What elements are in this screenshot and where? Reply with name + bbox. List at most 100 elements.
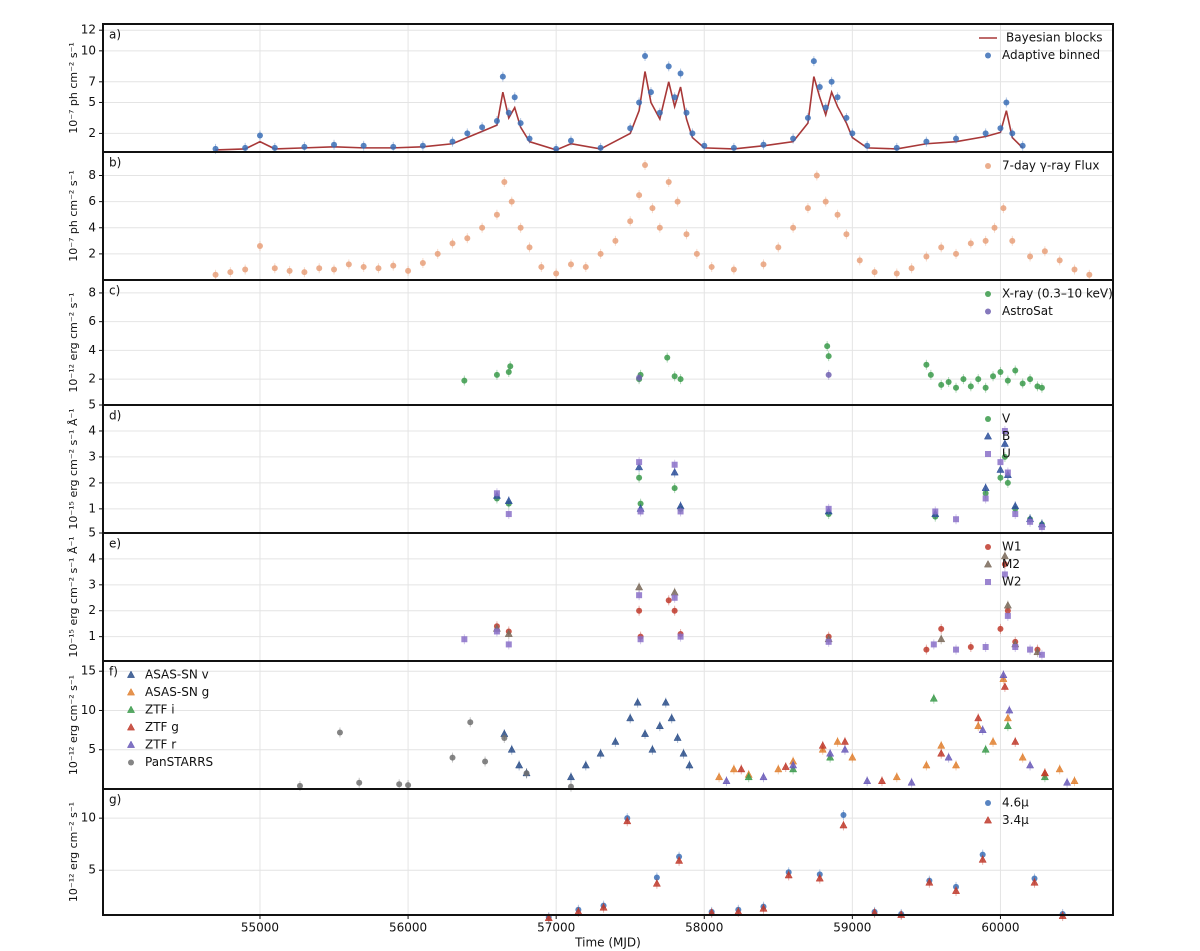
- data-point: [649, 205, 656, 212]
- data-point: [1086, 271, 1093, 278]
- legend-label: Adaptive binned: [1002, 48, 1100, 62]
- legend-marker: [985, 416, 991, 422]
- data-point: [997, 625, 1004, 632]
- data-point: [505, 109, 512, 116]
- data-point: [683, 231, 690, 238]
- data-point: [511, 94, 518, 101]
- legend-marker: [985, 451, 991, 457]
- data-point: [1030, 878, 1039, 886]
- data-point: [967, 644, 974, 651]
- legend-label: 3.4μ: [1002, 813, 1029, 827]
- data-point: [937, 634, 946, 643]
- data-point: [730, 144, 737, 151]
- data-point: [759, 772, 768, 781]
- data-point: [815, 874, 824, 882]
- y-tick-label: 2: [88, 372, 96, 386]
- data-point: [744, 772, 753, 781]
- panel-frame: [102, 788, 1114, 916]
- x-tick-label: 55000: [241, 921, 279, 935]
- legend-label: ASAS-SN v: [145, 668, 209, 682]
- data-point: [685, 760, 694, 769]
- data-point: [1004, 377, 1011, 384]
- y-tick-label: 8: [88, 168, 96, 182]
- data-point: [567, 137, 574, 144]
- legend-marker: [985, 308, 991, 315]
- data-point: [227, 269, 234, 276]
- data-point: [804, 114, 811, 121]
- data-point: [937, 749, 946, 757]
- data-point: [636, 99, 643, 106]
- y-tick-label: 10: [81, 703, 96, 717]
- data-point: [760, 261, 767, 268]
- data-point: [1018, 753, 1027, 761]
- data-point: [1003, 601, 1012, 609]
- data-point: [627, 125, 634, 132]
- data-point: [665, 179, 672, 186]
- data-point: [1012, 511, 1019, 518]
- data-point: [975, 376, 982, 383]
- data-point: [611, 737, 620, 745]
- data-point: [997, 368, 1004, 375]
- data-point: [673, 733, 682, 741]
- data-point: [670, 467, 679, 476]
- data-point: [641, 729, 650, 737]
- data-point: [1000, 205, 1007, 212]
- data-point: [923, 646, 930, 653]
- data-point: [1071, 266, 1078, 273]
- data-point: [834, 94, 841, 101]
- data-point: [1009, 237, 1016, 244]
- data-point: [929, 694, 938, 702]
- data-point: [636, 607, 643, 614]
- data-point: [693, 250, 700, 257]
- data-point: [301, 269, 308, 276]
- data-point: [818, 741, 827, 749]
- data-point: [507, 745, 516, 753]
- data-point: [286, 267, 293, 274]
- y-tick-label: 12: [81, 23, 96, 37]
- data-point: [834, 211, 841, 218]
- data-point: [331, 266, 338, 273]
- y-tick-label: 10: [81, 43, 96, 57]
- legend-label: Bayesian blocks: [1006, 31, 1103, 45]
- data-point: [893, 144, 900, 151]
- data-point: [907, 778, 916, 786]
- data-point: [1001, 453, 1008, 460]
- data-point: [843, 114, 850, 121]
- data-point: [581, 760, 590, 769]
- y-tick-label: 5: [88, 398, 96, 412]
- data-point: [760, 141, 767, 148]
- data-point: [508, 198, 515, 205]
- data-point: [653, 874, 660, 881]
- panel-label: g): [109, 793, 121, 807]
- data-point: [784, 870, 793, 879]
- data-point: [461, 636, 468, 643]
- y-axis-label: 10⁻¹² erg cm⁻² s⁻¹: [67, 292, 80, 392]
- y-tick-label: 1: [88, 501, 96, 515]
- data-point: [822, 198, 829, 205]
- data-point: [656, 109, 663, 116]
- data-point: [804, 205, 811, 212]
- data-point: [667, 713, 676, 722]
- data-point: [390, 262, 397, 269]
- data-point: [675, 856, 684, 864]
- data-point: [464, 130, 471, 137]
- legend-label: ZTF r: [145, 738, 176, 752]
- legend-marker: [126, 687, 136, 696]
- panel-label: a): [109, 28, 121, 42]
- data-point: [515, 760, 524, 769]
- data-point: [434, 250, 441, 257]
- data-point: [526, 244, 533, 251]
- data-point: [923, 361, 930, 368]
- data-point: [242, 266, 249, 273]
- data-point: [840, 745, 849, 753]
- data-point: [538, 263, 545, 270]
- data-point: [974, 721, 983, 730]
- data-point: [1041, 248, 1048, 255]
- data-point: [945, 379, 952, 386]
- data-point: [1027, 518, 1034, 525]
- data-point: [1040, 768, 1049, 777]
- data-point: [979, 851, 986, 858]
- data-point: [856, 257, 863, 264]
- legend-marker: [983, 431, 993, 440]
- y-axis-label: 10⁻¹² erg cm⁻² s⁻¹: [67, 675, 80, 775]
